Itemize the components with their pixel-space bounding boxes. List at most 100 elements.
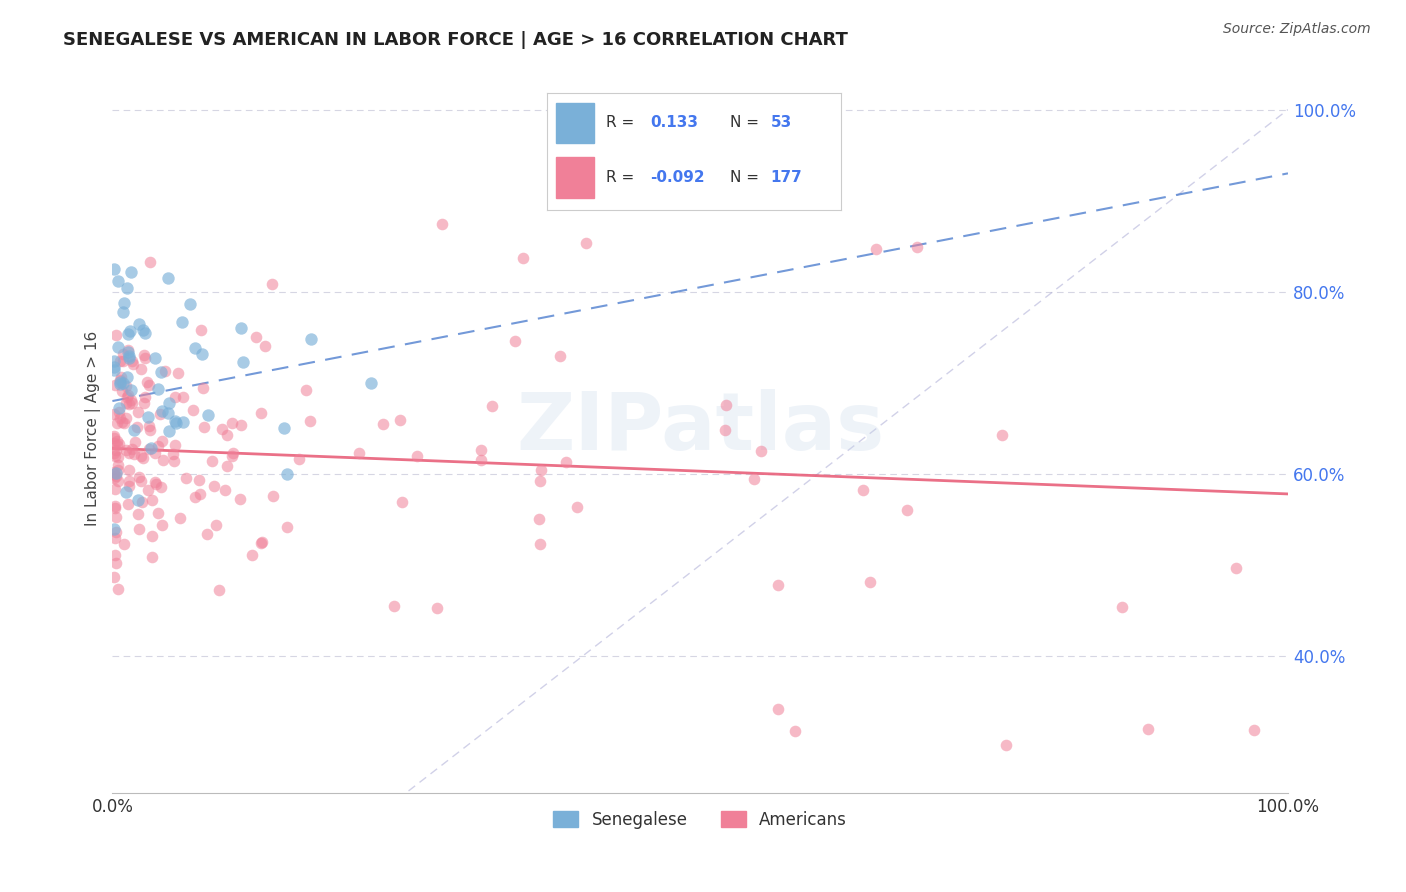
Point — [229, 491, 252, 506]
Point — [859, 575, 882, 590]
Point — [103, 429, 125, 443]
Point — [852, 483, 875, 497]
Point — [865, 242, 887, 256]
Point — [391, 494, 413, 508]
Point — [139, 441, 162, 455]
Point — [112, 305, 135, 319]
Point — [110, 373, 132, 387]
Point — [150, 434, 173, 449]
Point — [120, 265, 142, 279]
Point — [481, 400, 503, 414]
Point — [104, 483, 127, 497]
Point — [112, 537, 135, 551]
Point — [129, 362, 152, 376]
Point — [134, 326, 156, 341]
Point — [128, 470, 150, 484]
Point — [104, 450, 127, 464]
Point — [103, 431, 125, 445]
Point — [208, 582, 231, 597]
Point — [141, 492, 163, 507]
Text: SENEGALESE VS AMERICAN IN LABOR FORCE | AGE > 16 CORRELATION CHART: SENEGALESE VS AMERICAN IN LABOR FORCE | … — [63, 31, 848, 49]
Point — [141, 529, 163, 543]
Point — [104, 548, 127, 562]
Point — [138, 377, 160, 392]
Point — [150, 517, 173, 532]
Point — [181, 402, 204, 417]
Point — [188, 487, 211, 501]
Point — [191, 347, 214, 361]
Point — [103, 354, 125, 368]
Point — [766, 702, 789, 716]
Point — [298, 414, 321, 428]
Point — [145, 351, 167, 365]
Point — [406, 449, 429, 463]
Point — [191, 381, 214, 395]
Text: ZIPatlas: ZIPatlas — [516, 389, 884, 467]
Point — [103, 262, 125, 277]
Point — [108, 411, 131, 425]
Point — [122, 423, 145, 437]
Point — [714, 423, 737, 437]
Point — [146, 382, 169, 396]
Point — [112, 296, 135, 310]
Point — [994, 738, 1017, 752]
Point — [104, 467, 127, 481]
Point — [150, 403, 173, 417]
Point — [107, 401, 129, 415]
Point — [110, 377, 132, 392]
Point — [138, 419, 160, 434]
Point — [165, 390, 187, 404]
Point — [122, 447, 145, 461]
Point — [111, 354, 134, 368]
Point — [118, 479, 141, 493]
Point — [530, 463, 553, 477]
Point — [221, 416, 243, 430]
Point — [201, 454, 224, 468]
Point — [250, 406, 273, 420]
Point — [136, 409, 159, 424]
Point — [103, 467, 125, 482]
Point — [134, 390, 156, 404]
Point — [163, 438, 186, 452]
Point — [115, 281, 138, 295]
Point — [115, 370, 138, 384]
Point — [117, 343, 139, 357]
Point — [107, 475, 129, 489]
Point — [120, 392, 142, 407]
Point — [112, 416, 135, 430]
Point — [470, 443, 492, 458]
Point — [262, 489, 284, 503]
Text: Source: ZipAtlas.com: Source: ZipAtlas.com — [1223, 22, 1371, 37]
Point — [231, 355, 253, 369]
Y-axis label: In Labor Force | Age > 16: In Labor Force | Age > 16 — [86, 331, 101, 526]
Point — [104, 499, 127, 513]
Point — [112, 376, 135, 391]
Point — [276, 520, 298, 534]
Legend: Senegalese, Americans: Senegalese, Americans — [547, 804, 853, 835]
Point — [204, 517, 226, 532]
Point — [141, 550, 163, 565]
Point — [118, 463, 141, 477]
Point — [148, 439, 170, 453]
Point — [529, 475, 551, 489]
Point — [512, 251, 534, 265]
Point — [172, 315, 194, 329]
Point — [172, 390, 194, 404]
Point — [103, 359, 125, 374]
Point — [127, 492, 149, 507]
Point — [245, 330, 267, 344]
Point — [148, 407, 170, 421]
Point — [104, 468, 127, 483]
Point — [104, 524, 127, 539]
Point — [125, 420, 148, 434]
Point — [299, 332, 322, 346]
Point — [179, 297, 201, 311]
Point — [162, 447, 184, 461]
Point — [118, 349, 141, 363]
Point — [118, 397, 141, 411]
Point — [184, 342, 207, 356]
Point — [766, 578, 789, 592]
Point — [262, 277, 284, 291]
Point — [389, 413, 412, 427]
Point — [157, 271, 180, 285]
